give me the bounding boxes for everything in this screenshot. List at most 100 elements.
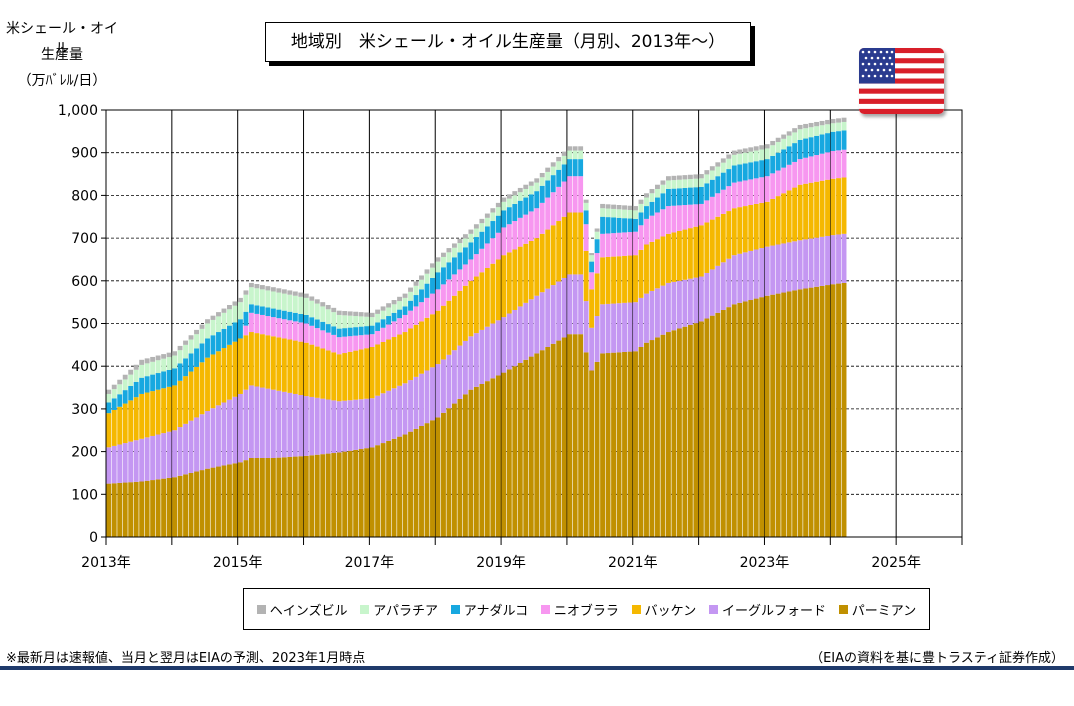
bar-segment <box>232 341 238 397</box>
bar-segment <box>259 334 265 388</box>
bar-segment <box>616 205 622 210</box>
bar-segment <box>808 127 814 138</box>
bar-segment <box>303 314 309 324</box>
bar-segment <box>237 393 243 463</box>
bar-segment <box>150 391 156 436</box>
bar-segment <box>358 326 364 336</box>
bar-segment <box>111 389 117 399</box>
bar-segment <box>726 154 732 159</box>
legend-label: イーグルフォード <box>722 603 827 619</box>
bar-segment <box>808 182 814 239</box>
bar-segment <box>720 309 726 537</box>
bar-segment <box>589 289 595 328</box>
bar-segment <box>353 316 359 328</box>
bar-segment <box>622 232 627 256</box>
y-tick-label: 500 <box>71 317 98 333</box>
x-tick-label: 2021年 <box>608 555 658 571</box>
bar-segment <box>144 358 150 364</box>
bar-segment <box>111 445 117 484</box>
bar-segment <box>715 166 721 177</box>
bar-segment <box>709 269 715 316</box>
bar-segment <box>227 304 232 310</box>
bar-segment <box>589 253 595 256</box>
bar-segment <box>825 119 831 125</box>
bar-segment <box>177 475 183 537</box>
bar-segment <box>567 146 573 151</box>
bar-segment <box>539 350 545 537</box>
bar-segment <box>205 323 210 339</box>
bar-segment <box>550 192 556 226</box>
bar-segment <box>682 229 688 280</box>
bar-segment <box>122 390 128 404</box>
bar-segment <box>622 205 627 210</box>
bar-segment <box>517 217 523 247</box>
bar-segment <box>479 218 485 224</box>
bar-segment <box>545 167 551 172</box>
bar-segment <box>572 146 578 151</box>
bar-segment <box>819 236 825 286</box>
bar-segment <box>150 361 156 375</box>
bar-segment <box>484 243 490 268</box>
bar-segment <box>144 437 150 481</box>
bar-segment <box>797 159 803 185</box>
bar-segment <box>441 305 446 360</box>
bar-segment <box>836 178 841 235</box>
bar-segment <box>506 313 512 370</box>
bar-segment <box>353 335 359 351</box>
bar-segment <box>495 320 501 376</box>
bar-segment <box>248 304 254 313</box>
bar-segment <box>270 308 276 318</box>
bar-segment <box>336 401 342 453</box>
bar-segment <box>512 366 518 537</box>
bar-segment <box>281 338 287 392</box>
bar-segment <box>397 436 403 537</box>
bar-segment <box>759 177 765 203</box>
bar-segment <box>770 294 776 537</box>
bar-segment <box>490 221 496 239</box>
bar-segment <box>462 340 468 395</box>
bar-segment <box>556 340 562 537</box>
bar-segment <box>764 159 770 177</box>
bar-segment <box>611 256 617 304</box>
y-tick-label: 700 <box>71 231 98 247</box>
bar-segment <box>501 255 507 318</box>
bar-segment <box>649 201 655 216</box>
bar-segment <box>139 364 145 378</box>
bar-segment <box>589 370 595 537</box>
bar-segment <box>655 184 660 189</box>
bottom-rule <box>0 666 1074 670</box>
bar-segment <box>194 471 199 537</box>
bar-segment <box>660 209 666 237</box>
bar-segment <box>611 303 617 353</box>
bar-segment <box>600 304 606 354</box>
bar-segment <box>627 205 633 210</box>
bar-segment <box>715 162 721 167</box>
bar-segment <box>292 340 298 394</box>
bar-segment <box>748 205 754 251</box>
bar-segment <box>243 335 249 390</box>
bar-segment <box>139 393 145 439</box>
bar-segment <box>194 348 199 367</box>
bar-segment <box>693 174 699 179</box>
bar-segment <box>419 373 424 426</box>
bar-segment <box>792 128 798 133</box>
bar-segment <box>172 368 178 386</box>
bar-segment <box>676 205 682 231</box>
bar-segment <box>605 256 611 304</box>
bar-segment <box>792 241 798 291</box>
bar-segment <box>742 301 748 537</box>
bar-segment <box>594 239 600 254</box>
bar-segment <box>320 398 326 455</box>
bar-segment <box>742 180 748 207</box>
bar-segment <box>232 396 238 464</box>
bar-segment <box>419 302 424 322</box>
bar-segment <box>309 455 315 537</box>
bar-segment <box>457 398 463 537</box>
bar-segment <box>605 303 611 354</box>
bar-segment <box>742 252 748 302</box>
bar-segment <box>183 376 189 424</box>
bar-segment <box>473 237 479 255</box>
bar-segment <box>473 224 479 229</box>
bar-segment <box>314 319 320 329</box>
bar-segment <box>501 317 507 373</box>
